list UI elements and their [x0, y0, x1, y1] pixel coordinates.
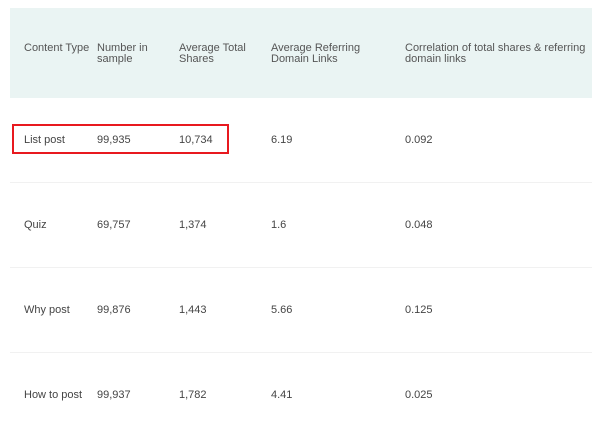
cell-correlation: 0.048 [404, 183, 592, 268]
cell-correlation: 0.025 [404, 353, 592, 437]
header-average-referring-domain-links: Average Referring Domain Links [270, 8, 404, 98]
cell-content-type: Why post [10, 268, 96, 353]
table-row: Why post 99,876 1,443 5.66 0.125 [10, 268, 592, 353]
table-row: How to post 99,937 1,782 4.41 0.025 [10, 353, 592, 437]
cell-average-referring-domain-links: 4.41 [270, 353, 404, 437]
cell-average-total-shares: 1,374 [178, 183, 270, 268]
cell-average-referring-domain-links: 1.6 [270, 183, 404, 268]
table-row: List post 99,935 10,734 6.19 0.092 [10, 98, 592, 183]
content-type-table: Content Type Number in sample Average To… [10, 8, 592, 437]
cell-average-referring-domain-links: 6.19 [270, 98, 404, 183]
cell-content-type: List post [10, 98, 96, 183]
header-row: Content Type Number in sample Average To… [10, 8, 592, 98]
header-content-type: Content Type [10, 8, 96, 98]
cell-average-total-shares: 1,782 [178, 353, 270, 437]
cell-average-total-shares: 10,734 [178, 98, 270, 183]
cell-content-type: Quiz [10, 183, 96, 268]
cell-content-type: How to post [10, 353, 96, 437]
table-row: Quiz 69,757 1,374 1.6 0.048 [10, 183, 592, 268]
cell-correlation: 0.125 [404, 268, 592, 353]
cell-average-referring-domain-links: 5.66 [270, 268, 404, 353]
table-header: Content Type Number in sample Average To… [10, 8, 592, 98]
cell-number-in-sample: 99,937 [96, 353, 178, 437]
cell-number-in-sample: 69,757 [96, 183, 178, 268]
header-number-in-sample: Number in sample [96, 8, 178, 98]
header-correlation: Correlation of total shares & referring … [404, 8, 592, 98]
cell-number-in-sample: 99,876 [96, 268, 178, 353]
data-table-container: Content Type Number in sample Average To… [10, 8, 592, 437]
cell-correlation: 0.092 [404, 98, 592, 183]
cell-average-total-shares: 1,443 [178, 268, 270, 353]
cell-number-in-sample: 99,935 [96, 98, 178, 183]
table-body: List post 99,935 10,734 6.19 0.092 Quiz … [10, 98, 592, 437]
header-average-total-shares: Average Total Shares [178, 8, 270, 98]
